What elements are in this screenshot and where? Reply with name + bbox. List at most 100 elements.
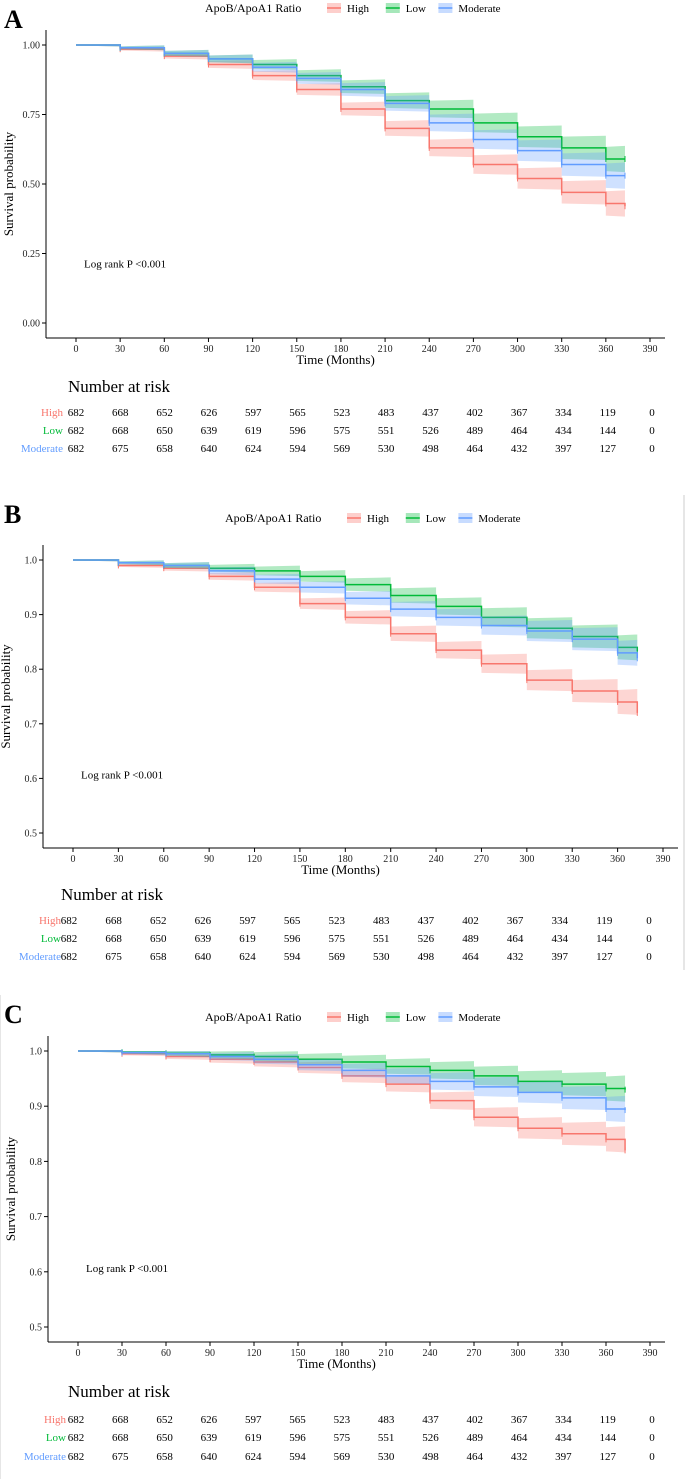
x-tick-label: 180 [335, 1348, 350, 1359]
risk-cell: 464 [467, 443, 484, 455]
risk-cell: 0 [649, 1432, 655, 1444]
y-tick-label: 0.5 [30, 1323, 43, 1334]
risk-row-label: Moderate [21, 443, 63, 455]
risk-cell: 668 [112, 425, 129, 437]
legend-item-moderate: Moderate [458, 513, 521, 525]
y-tick-label: 0.9 [25, 610, 38, 621]
x-axis-title: Time (Months) [296, 352, 375, 367]
x-tick-label: 30 [117, 1348, 127, 1359]
risk-cell: 652 [150, 915, 167, 927]
risk-cell: 575 [334, 1432, 351, 1444]
risk-cell: 498 [422, 1451, 439, 1463]
risk-table-title: Number at risk [68, 377, 170, 396]
series-high [76, 44, 626, 220]
risk-cell: 569 [334, 443, 351, 455]
risk-cell: 367 [507, 915, 524, 927]
legend-label: Low [406, 3, 426, 15]
x-tick-label: 120 [247, 1348, 262, 1359]
x-tick-label: 300 [511, 1348, 526, 1359]
risk-cell: 0 [646, 915, 652, 927]
x-tick-label: 0 [71, 854, 76, 865]
risk-cell: 575 [328, 933, 345, 945]
risk-cell: 596 [289, 425, 306, 437]
risk-cell: 658 [156, 443, 173, 455]
risk-row-moderate: Moderate 682 675 658 640 624 594 569 530 498 464 43… [24, 1451, 655, 1463]
risk-cell: 682 [61, 951, 78, 963]
risk-cell: 498 [418, 951, 435, 963]
risk-cell: 682 [68, 425, 85, 437]
risk-cell: 523 [334, 407, 351, 419]
x-tick-label: 180 [333, 344, 348, 355]
risk-cell: 144 [599, 1432, 616, 1444]
risk-cell: 682 [68, 1432, 85, 1444]
y-tick-label: 0.6 [25, 774, 38, 785]
risk-cell: 658 [150, 951, 167, 963]
series-moderate [76, 44, 626, 189]
survival-curve [76, 44, 625, 177]
risk-cell: 594 [289, 1451, 306, 1463]
y-axis-title: Survival probability [1, 131, 16, 236]
x-tick-label: 150 [292, 854, 307, 865]
x-tick-label: 60 [161, 1348, 171, 1359]
risk-cell: 367 [511, 407, 528, 419]
risk-row-label: Low [41, 933, 61, 945]
legend-item-high: High [327, 3, 370, 15]
x-tick-label: 210 [378, 344, 393, 355]
risk-cell: 127 [599, 1451, 616, 1463]
risk-cell: 402 [467, 407, 484, 419]
risk-cell: 668 [105, 915, 122, 927]
legend-item-high: High [347, 513, 390, 525]
risk-cell: 489 [467, 1432, 484, 1444]
legend-item-high: High [327, 1012, 370, 1024]
risk-cell: 640 [201, 1451, 218, 1463]
log-rank-annotation: Log rank P <0.001 [86, 1263, 168, 1275]
risk-cell: 575 [334, 425, 351, 437]
risk-cell: 483 [378, 1414, 395, 1426]
risk-cell: 530 [378, 443, 395, 455]
risk-cell: 624 [245, 1451, 262, 1463]
y-tick-label: 1.0 [25, 556, 38, 567]
risk-row-label: Moderate [24, 1451, 66, 1463]
legend-label: High [347, 3, 370, 15]
risk-cell: 682 [68, 1451, 85, 1463]
risk-row-label: Low [43, 425, 63, 437]
risk-cell: 127 [596, 951, 613, 963]
risk-cell: 464 [511, 425, 528, 437]
legend-item-moderate: Moderate [438, 1012, 501, 1024]
x-tick-label: 240 [422, 344, 437, 355]
legend-title: ApoB/ApoA1 Ratio [225, 511, 321, 525]
risk-cell: 464 [467, 1451, 484, 1463]
legend-label: High [367, 513, 390, 525]
x-axis-title: Time (Months) [297, 1356, 376, 1371]
risk-cell: 432 [507, 951, 524, 963]
risk-cell: 650 [150, 933, 167, 945]
panel-b: B ApoB/ApoA1 Ratio High Low Moderate 0.5 0.6 0.… [0, 495, 685, 970]
risk-cell: 0 [646, 933, 652, 945]
risk-cell: 0 [649, 1414, 655, 1426]
legend-item-low: Low [385, 1012, 426, 1024]
risk-cell: 526 [422, 425, 439, 437]
risk-cell: 437 [422, 1414, 439, 1426]
risk-cell: 668 [105, 933, 122, 945]
risk-cell: 523 [334, 1414, 351, 1426]
risk-cell: 675 [112, 443, 129, 455]
risk-cell: 668 [112, 1432, 129, 1444]
legend: ApoB/ApoA1 Ratio High Low Moderate [225, 511, 521, 525]
x-tick-label: 120 [247, 854, 262, 865]
risk-cell: 596 [289, 1432, 306, 1444]
risk-cell: 489 [462, 933, 479, 945]
x-tick-label: 240 [423, 1348, 438, 1359]
x-tick-label: 30 [113, 854, 123, 865]
panel-c: C ApoB/ApoA1 Ratio High Low Moderate 0.5 0.6 0.… [0, 995, 665, 1479]
risk-cell: 597 [245, 1414, 262, 1426]
x-tick-label: 60 [159, 344, 169, 355]
series-moderate [73, 559, 639, 672]
risk-row-moderate: Moderate 682 675 658 640 624 594 569 530 498 464 43… [19, 951, 652, 963]
legend: ApoB/ApoA1 Ratio High Low Moderate [205, 1, 501, 15]
x-tick-label: 330 [555, 1348, 570, 1359]
series-high [73, 559, 639, 726]
risk-cell: 0 [649, 407, 655, 419]
risk-cell: 619 [239, 933, 256, 945]
